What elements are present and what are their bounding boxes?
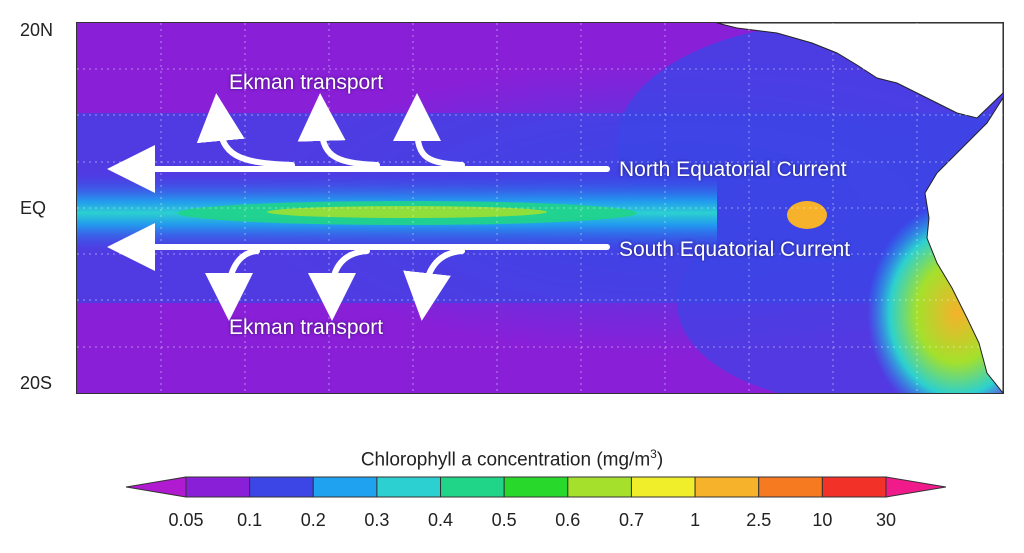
colorbar-tick-label: 0.3 (364, 510, 390, 530)
colorbar-tick-label: 0.4 (428, 510, 454, 530)
ekman-north-arrow-1 (196, 93, 295, 168)
land-south-america (924, 97, 1003, 393)
colorbar-segment (440, 476, 505, 498)
colorbar-segment (567, 476, 632, 498)
ekman-north-arrow-2 (297, 93, 380, 168)
colorbar-segment (694, 476, 760, 498)
colorbar-tick-label: 30 (875, 510, 897, 530)
colorbar-title: Chlorophyll a concentration (mg/m3) (360, 447, 664, 471)
ekman-north-arrow-3 (393, 93, 465, 168)
ekman-south-arrow-2 (308, 248, 370, 321)
lat-label-20n: 20N (20, 20, 54, 40)
colorbar-segment (312, 476, 378, 498)
ekman-transport-bottom-label: Ekman transport (229, 316, 384, 339)
north-equatorial-current-label: North Equatorial Current (619, 158, 847, 181)
land-central-america (716, 23, 1003, 119)
colorbar-segment (185, 476, 251, 498)
colorbar-segment (376, 476, 442, 498)
colorbar-tick-label: 0.05 (168, 510, 204, 530)
map-canvas (77, 23, 1003, 393)
colorbar-segment (503, 476, 569, 498)
south-equatorial-current-label: South Equatorial Current (619, 238, 851, 261)
colorbar-tick-label: 0.7 (618, 510, 644, 530)
chlorophyll-map: Ekman transport North Equatorial Current… (76, 22, 1004, 394)
lat-label-equator: EQ (20, 198, 47, 218)
colorbar (126, 476, 946, 498)
colorbar-tick-label: 0.5 (491, 510, 517, 530)
ekman-transport-top-label: Ekman transport (229, 71, 384, 94)
colorbar-tick-label: 2.5 (746, 510, 772, 530)
colorbar-tick-label: 1 (690, 510, 701, 530)
colorbar-segment (821, 476, 887, 498)
colorbar-tick-label: 10 (812, 510, 833, 530)
colorbar-segment (249, 476, 314, 498)
colorbar-segment (630, 476, 696, 498)
colorbar-max-extension (885, 476, 946, 498)
lat-label-20s: 20S (20, 373, 53, 393)
graticule (77, 23, 1003, 393)
colorbar-min-extension (126, 476, 187, 498)
colorbar-tick-label: 0.2 (300, 510, 326, 530)
colorbar-tick-label: 0.6 (555, 510, 581, 530)
ekman-south-arrow-1 (205, 248, 260, 321)
galapagos-bloom (787, 201, 827, 229)
ekman-south-arrow-3 (403, 248, 465, 321)
colorbar-segment (758, 476, 823, 498)
colorbar-tick-label: 0.1 (237, 510, 263, 530)
